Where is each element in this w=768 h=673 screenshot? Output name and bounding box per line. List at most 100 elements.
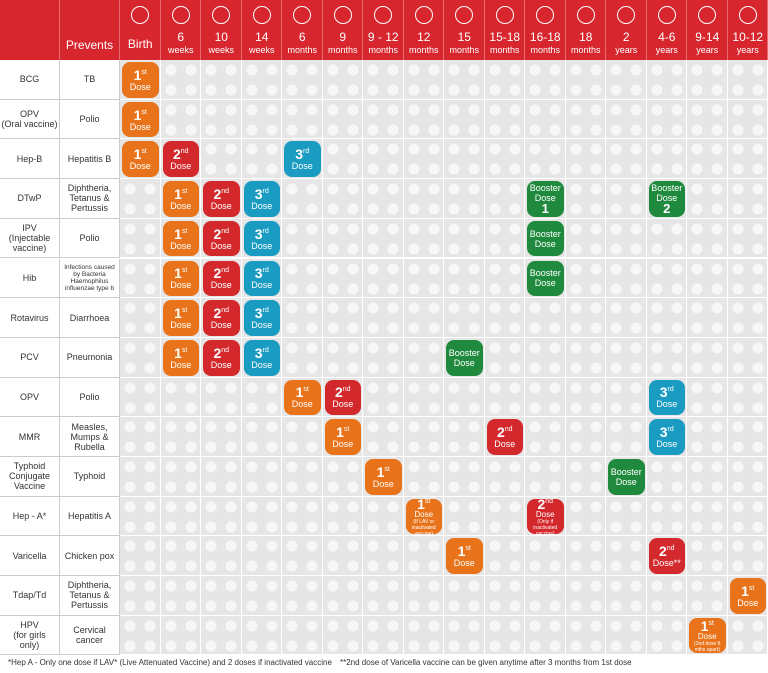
vaccine-name: Varicella [12, 550, 47, 561]
schedule-cell [687, 576, 728, 616]
age-icon [576, 6, 595, 24]
schedule-cell [160, 377, 201, 418]
dose-label: Dose [332, 439, 354, 450]
schedule-cell [606, 417, 647, 457]
dose-badge: 3rd Dose [648, 379, 685, 416]
dose-number: 1 [174, 265, 182, 282]
dose-ordinal: 2nd [213, 227, 229, 241]
age-label: 10-12 years [728, 31, 768, 57]
dose-badge: 2nd Dose [203, 181, 240, 217]
header-text: Prevents [65, 38, 114, 52]
schedule-cell [484, 179, 525, 219]
prevents-cell: Hepatitis B [60, 139, 120, 180]
dose-ordinal: 3rd [255, 346, 269, 360]
dose-suffix: nd [221, 307, 230, 315]
age-line: months [327, 45, 358, 55]
age-icon [333, 6, 352, 24]
schedule-cell [363, 496, 404, 537]
schedule-cell [727, 60, 768, 100]
dose-number: 3 [254, 225, 263, 242]
dose-suffix: st [748, 584, 755, 592]
dose-label: Dose [210, 240, 232, 251]
age-line: 15 [457, 30, 471, 44]
dose-number: 1 [741, 582, 749, 599]
vaccine-name: OPV [19, 391, 39, 402]
schedule-cell [484, 218, 525, 259]
dose-suffix: nd [545, 497, 554, 505]
booster-number: 1 [541, 200, 549, 216]
dose-suffix: nd [342, 386, 351, 394]
vaccine-name: Vaccine [13, 481, 46, 492]
schedule-cell [525, 576, 566, 616]
schedule-cell [241, 457, 282, 497]
dose-ordinal: 1st [174, 306, 187, 320]
age-line: 4-6 [658, 30, 676, 44]
dose-note: (If LAV or inactivated vaccine) [411, 518, 436, 537]
schedule-cell [606, 576, 647, 616]
schedule-cell [403, 298, 444, 338]
age-header: 15-18 months [484, 0, 525, 60]
age-label: Birth [120, 38, 161, 51]
prevents-text: Measles, [71, 421, 108, 432]
schedule-cell [403, 337, 444, 378]
dose-badge: 3rd Dose [243, 339, 280, 376]
schedule-cell [201, 377, 242, 418]
dose-badge: 1st Dose (If LAV or inactivated vaccine) [405, 497, 442, 537]
dose-ordinal: 1st [174, 187, 187, 201]
schedule-cell [201, 99, 242, 140]
dose-label: Dose [210, 320, 232, 331]
vaccine-name: BCG [19, 74, 40, 85]
dose-suffix: st [708, 619, 714, 627]
schedule-cell [322, 99, 363, 140]
schedule-cell [565, 536, 606, 577]
dose-number: 2 [213, 344, 222, 361]
dose-ordinal: 1st [134, 147, 147, 161]
schedule-cell [687, 337, 728, 378]
dose-badge: 3rd Dose [284, 141, 321, 178]
dose-suffix: st [181, 267, 188, 275]
dose-number: 2 [334, 384, 343, 401]
schedule-cell [525, 298, 566, 338]
vaccine-name: IPV [22, 223, 37, 234]
dose-badge: 1st Dose [162, 260, 199, 297]
age-header: 14 weeks [241, 0, 282, 60]
dose-suffix: nd [666, 545, 675, 553]
prevents-text: Tetanus & [69, 193, 110, 204]
dose-ordinal: 3rd [255, 306, 269, 320]
schedule-cell [282, 298, 323, 338]
schedule-cell [241, 536, 282, 577]
schedule-cell [646, 258, 687, 299]
schedule-cell [525, 615, 566, 656]
dose-ordinal: 3rd [295, 147, 309, 161]
schedule-cell [687, 298, 728, 338]
age-header: 18 months [565, 0, 606, 60]
booster-label: Booster [651, 182, 683, 193]
vaccine-name: Rotavirus [10, 312, 49, 323]
booster-label: Booster [529, 268, 561, 279]
schedule-cell [646, 615, 687, 656]
schedule-cell [322, 179, 363, 219]
dose-badge: 1st Dose [446, 538, 483, 575]
prevents-cell: Diphtheria, Tetanus & Pertussis [60, 576, 120, 616]
dose-suffix: rd [262, 307, 269, 315]
dose-badge: 1st Dose (2nd dose 6 mths apart) [689, 617, 726, 654]
dose-ordinal: 1st [296, 385, 309, 399]
dose-badge: 2nd Dose [203, 339, 240, 376]
schedule-cell [727, 337, 768, 378]
schedule-cell [484, 576, 525, 616]
schedule-cell [484, 457, 525, 497]
dose-badge: 1st Dose [162, 300, 199, 336]
booster-label: Dose [615, 476, 637, 487]
age-line: 9 [339, 30, 347, 44]
booster-label: Booster [529, 182, 561, 193]
vaccine-cell: Tdap/Td [0, 576, 60, 616]
schedule-cell [120, 615, 161, 656]
dose-badge: 2nd Dose [203, 260, 240, 297]
schedule-cell [525, 417, 566, 457]
age-icon [131, 6, 150, 24]
schedule-cell [282, 615, 323, 656]
age-line: 6 [177, 30, 185, 44]
schedule-cell [322, 258, 363, 299]
schedule-cell [322, 218, 363, 259]
age-line: 9-14 [695, 30, 720, 44]
